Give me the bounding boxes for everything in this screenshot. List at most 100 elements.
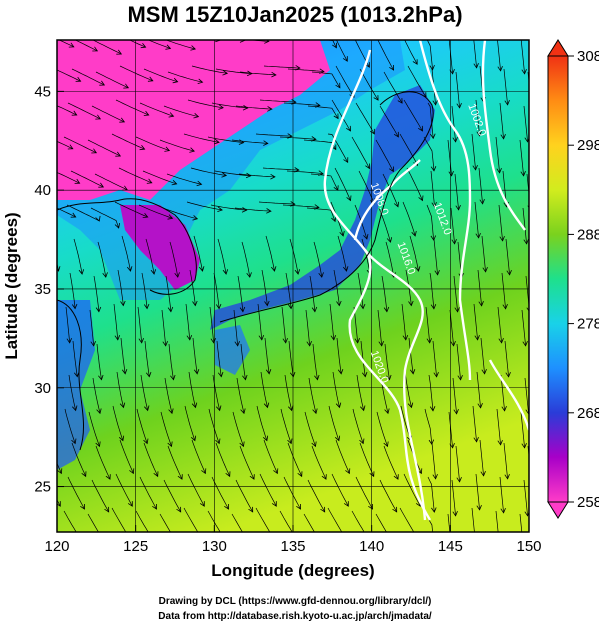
isobar-1024 [488, 359, 529, 431]
streamline-arrow [95, 441, 101, 448]
streamline [211, 476, 229, 510]
streamline [141, 272, 148, 309]
streamline [335, 65, 355, 98]
streamline [190, 167, 227, 176]
streamline-arrow [246, 540, 250, 545]
streamline [503, 442, 508, 479]
streamline-arrow [215, 303, 222, 310]
streamline [144, 340, 150, 377]
streamline [231, 513, 243, 532]
streamline-arrow [242, 374, 248, 381]
streamline-arrow [222, 269, 229, 275]
streamline [214, 170, 251, 177]
streamline [208, 408, 220, 444]
streamline-arrow [451, 239, 457, 245]
streamline-arrow [68, 42, 75, 48]
streamline-arrow [115, 151, 122, 157]
streamline-arrow [287, 438, 293, 445]
streamline-arrow [434, 270, 440, 276]
x-tick-label: 125 [123, 538, 148, 555]
streamline [479, 439, 484, 476]
streamline-arrow [473, 539, 478, 544]
streamline-arrow [222, 70, 229, 76]
streamline [306, 207, 336, 222]
streamline-arrow [102, 272, 108, 278]
streamline [455, 71, 460, 108]
streamline-arrow [95, 306, 102, 313]
streamline [119, 65, 153, 82]
streamline [255, 133, 292, 137]
streamline [97, 241, 107, 278]
streamline [240, 343, 246, 380]
streamline-arrow [496, 168, 502, 174]
streamline-arrow [47, 436, 52, 441]
streamline-arrow [418, 195, 424, 202]
streamline [305, 309, 311, 346]
y-tick-label: 35 [34, 281, 51, 298]
isobar-1008 [353, 159, 421, 241]
streamline-arrow [246, 272, 252, 278]
streamline [352, 408, 364, 444]
streamline-arrow [242, 104, 249, 111]
grid [57, 40, 529, 532]
streamline [404, 40, 418, 65]
streamline [337, 235, 347, 272]
streamline [92, 377, 101, 414]
streamline-arrow [96, 408, 102, 415]
streamline-arrow [102, 540, 106, 545]
streamline [403, 473, 421, 507]
streamline [162, 207, 198, 220]
streamline [259, 99, 296, 103]
streamline [495, 136, 500, 173]
streamline [287, 68, 324, 72]
streamline [147, 40, 171, 49]
streamline-arrow [70, 212, 77, 218]
x-tick-label: 135 [280, 538, 305, 555]
streamline [384, 343, 390, 380]
streamline-arrow [72, 405, 78, 412]
streamline [335, 439, 350, 474]
streamline [191, 439, 206, 474]
streamline [257, 32, 293, 34]
streamline [256, 405, 268, 441]
streamline [356, 374, 365, 411]
isobars [323, 40, 529, 521]
streamline-arrow [481, 369, 487, 375]
streamline-arrow [177, 474, 183, 480]
streamline-arrow [126, 266, 133, 272]
streamline-arrow [210, 338, 216, 344]
streamline-arrow [143, 438, 149, 445]
streamline [232, 411, 244, 447]
streamline [448, 411, 453, 448]
streamline [324, 40, 337, 48]
streamline [285, 272, 292, 309]
streamline [114, 201, 148, 218]
streamline [452, 377, 457, 414]
streamline [135, 136, 170, 151]
streamline [96, 343, 102, 380]
streamline-arrow [318, 540, 322, 545]
streamline-arrow [215, 438, 221, 445]
streamline-arrow [273, 468, 279, 475]
streamline-arrow [473, 63, 479, 69]
streamline [451, 105, 456, 142]
streamline-arrow [118, 435, 125, 442]
y-tick-label: 45 [34, 83, 51, 100]
streamline-arrow [121, 368, 128, 375]
streamline [406, 167, 423, 201]
streamline-arrow [129, 468, 135, 475]
streamline-arrow [393, 201, 399, 208]
streamline [128, 40, 146, 48]
streamline [447, 139, 452, 176]
streamline-arrow [408, 300, 414, 307]
streamline [160, 411, 172, 447]
streamline [259, 473, 277, 507]
streamline [136, 408, 148, 444]
streamline-arrow [318, 272, 324, 278]
streamline [91, 479, 110, 513]
streamline-arrow [241, 207, 248, 213]
streamline [183, 133, 220, 143]
streamline [473, 40, 477, 68]
streamline-arrow [193, 113, 200, 119]
streamline-arrow [411, 230, 417, 237]
